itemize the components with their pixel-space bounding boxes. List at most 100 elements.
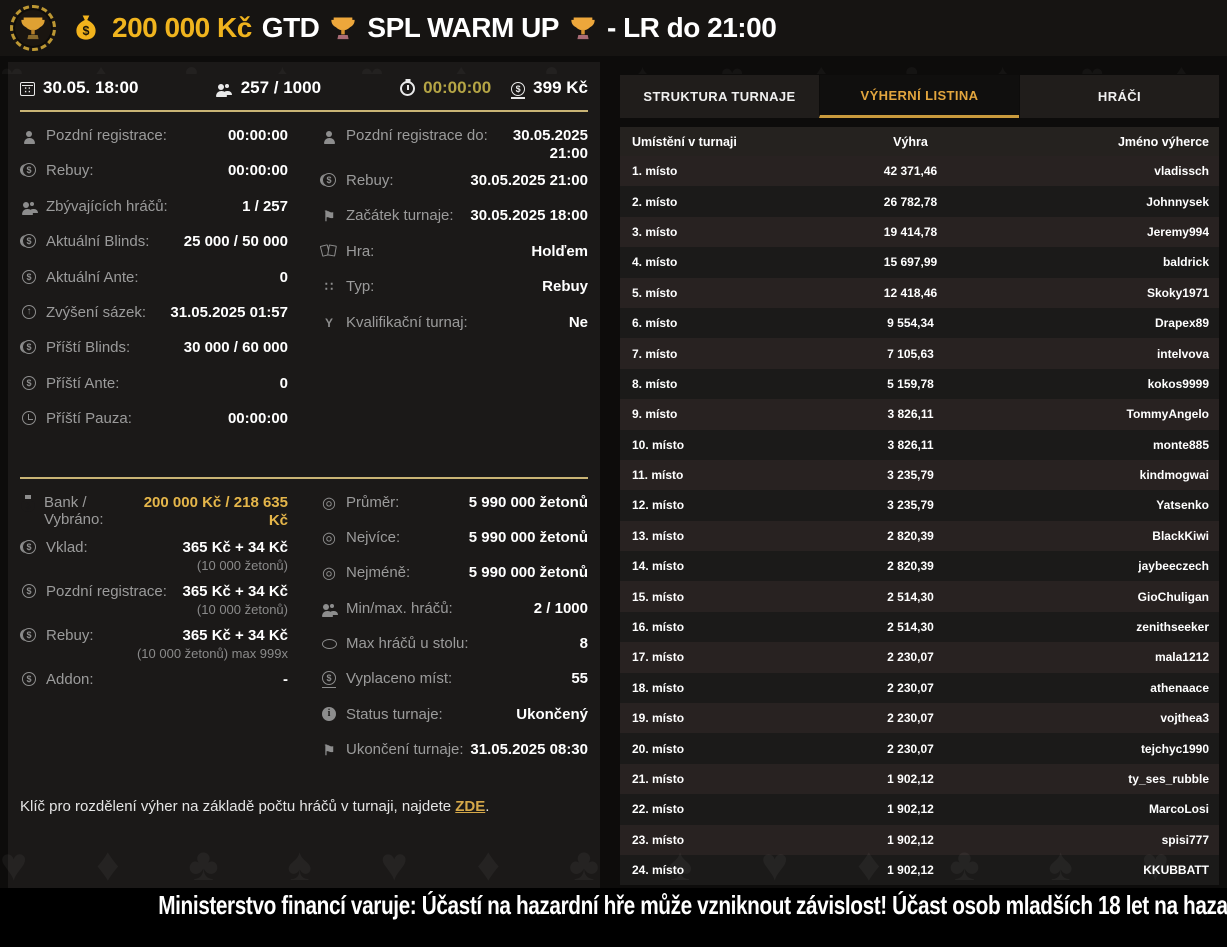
prize-cell: 3 826,11 <box>887 407 934 422</box>
tab-label: HRÁČI <box>1097 89 1142 104</box>
table-row: 8. místo 5 159,78 kokos9999 <box>620 368 1219 400</box>
table-row: 2. místo 26 782,78 Johnnysek <box>620 186 1219 217</box>
place-cell: 14. místo <box>632 559 685 574</box>
winner-name-cell: tejchyc1990 <box>1140 741 1209 756</box>
prize-cell: 3 235,79 <box>887 498 934 513</box>
info-label: Vyplaceno míst: <box>346 670 453 688</box>
place-cell: 7. místo <box>632 346 678 361</box>
note-text: Klíč pro rozdělení výher na základě počt… <box>20 797 452 815</box>
info-row: Pozdní registrace do: 30.05.2025 21:00 <box>320 118 588 163</box>
timer-value: 00:00:00 <box>423 78 492 97</box>
info-value: 30 000 / 60 000 <box>183 339 288 357</box>
info-section-1: Pozdní registrace: 00:00:00 $ Rebuy: 00:… <box>20 118 588 437</box>
info-column: ◎ Průměr: 5 990 000 žetonů ◎ Nejvíce: 5 … <box>314 485 588 768</box>
flag-icon: ⚑ <box>322 207 336 224</box>
winner-name-cell: mala1212 <box>1154 650 1209 665</box>
info-label: Vklad: <box>46 538 88 556</box>
buyin-coin-icon: $ <box>511 81 526 99</box>
table-row: 20. místo 2 230,07 tejchyc1990 <box>620 733 1219 764</box>
place-cell: 6. místo <box>632 316 678 331</box>
svg-text:$: $ <box>83 24 90 38</box>
info-value: Ukončený <box>516 705 588 723</box>
info-label: Rebuy: <box>346 172 394 189</box>
prize-cell: 2 230,07 <box>887 680 934 695</box>
table-row: 15. místo 2 514,30 GioChuligan <box>620 581 1219 612</box>
info-value: 5 990 000 žetonů <box>468 528 588 546</box>
info-label: Zvýšení sázek: <box>46 303 147 321</box>
coins-icon: $ <box>22 539 36 554</box>
winner-name-cell: zenithseeker <box>1136 620 1209 635</box>
table-header-row: Umístění v turnaji Výhra Jméno výherce <box>620 127 1219 156</box>
place-cell: 11. místo <box>632 468 684 483</box>
winner-name-cell: vojthea3 <box>1160 711 1209 726</box>
winners-list[interactable]: 1. místo 42 371,46 vladissch 2. místo 26… <box>620 156 1219 888</box>
place-cell: 23. místo <box>632 832 685 847</box>
poker-chip-logo <box>10 5 56 51</box>
place-cell: 1. místo <box>632 164 678 179</box>
winner-name-cell: ty_ses_rubble <box>1128 772 1209 786</box>
chip-icon: ◎ <box>322 529 336 547</box>
info-label: Pozdní registrace: <box>46 127 167 144</box>
qualify-icon: Y <box>324 315 333 330</box>
players-count: 257 / 1000 <box>240 78 322 97</box>
place-cell: 24. místo <box>632 863 685 878</box>
column-header-prize: Výhra <box>893 134 928 149</box>
info-row: Bank / Vybráno: 200 000 Kč / 218 635 Kč <box>20 485 288 530</box>
info-label: Příští Blinds: <box>46 339 131 357</box>
trophy-icon <box>331 17 356 40</box>
place-cell: 13. místo <box>632 528 685 543</box>
info-label: Rebuy: <box>46 162 94 180</box>
table-row: 10. místo 3 826,11 monte885 <box>620 429 1219 460</box>
column-header-place: Umístění v turnaji <box>632 134 737 149</box>
coins-icon: $ <box>22 340 36 355</box>
info-value: - <box>283 670 288 688</box>
info-label: Příští Ante: <box>46 374 120 392</box>
prize-cell: 2 820,39 <box>887 559 934 574</box>
info-row: $ Aktuální Ante: 0 <box>20 260 288 295</box>
info-label: Typ: <box>346 278 375 296</box>
table-row: 21. místo 1 902,12 ty_ses_rubble <box>620 763 1219 795</box>
tab[interactable]: HRÁČI <box>1019 75 1219 118</box>
info-value: 5 990 000 žetonů <box>468 564 588 582</box>
winner-name-cell: intelvova <box>1156 346 1209 361</box>
gambling-warning-bar: Ministerstvo financí varuje: Účastí na h… <box>0 888 1227 947</box>
zde-link[interactable]: ZDE <box>455 797 486 815</box>
tab[interactable]: VÝHERNÍ LISTINA <box>819 75 1019 118</box>
table-row: 1. místo 42 371,46 vladissch <box>620 156 1219 187</box>
info-label: Status turnaje: <box>346 705 443 723</box>
info-value: 30.05.2025 21:00 <box>470 172 588 189</box>
info-subvalue: (10 000 žetonů) max 999x <box>136 645 288 661</box>
info-subvalue: (10 000 žetonů) <box>196 601 288 617</box>
prize-cell: 1 902,12 <box>887 863 934 878</box>
place-cell: 17. místo <box>632 650 685 665</box>
winner-name-cell: athenaace <box>1150 680 1209 695</box>
table-row: 24. místo 1 902,12 KKUBBATT <box>620 854 1219 886</box>
info-row: $ Vklad: 365 Kč + 34 Kč (10 000 žetonů) <box>20 530 288 574</box>
table-row: 9. místo 3 826,11 TommyAngelo <box>620 399 1219 430</box>
info-value: 30.05.2025 18:00 <box>470 207 588 225</box>
table-row: 14. místo 2 820,39 jaybeeczech <box>620 551 1219 582</box>
prize-cell: 1 902,12 <box>887 832 934 847</box>
tab-bar: STRUKTURA TURNAJE VÝHERNÍ LISTINA HRÁČI <box>620 75 1219 118</box>
info-value: 25 000 / 50 000 <box>183 233 288 251</box>
info-value: 365 Kč + 34 Kč <box>182 626 289 644</box>
winner-name-cell: Johnnysek <box>1146 194 1209 209</box>
info-value: 8 <box>579 635 588 653</box>
place-cell: 20. místo <box>632 741 685 756</box>
place-cell: 10. místo <box>632 437 685 452</box>
table-row: 22. místo 1 902,12 MarcoLosi <box>620 794 1219 825</box>
tab[interactable]: STRUKTURA TURNAJE <box>620 75 819 118</box>
table-row: 18. místo 2 230,07 athenaace <box>620 672 1219 704</box>
place-cell: 3. místo <box>632 224 678 239</box>
table-row: 19. místo 2 230,07 vojthea3 <box>620 703 1219 734</box>
info-icon <box>322 706 336 721</box>
prize-cell: 19 414,78 <box>883 224 938 239</box>
winner-name-cell: jaybeeczech <box>1138 559 1209 574</box>
info-label: Začátek turnaje: <box>346 207 454 225</box>
info-row: Min/max. hráčů: 2 / 1000 <box>320 591 588 626</box>
coin-icon: $ <box>22 269 36 284</box>
chip-icon: ◎ <box>322 494 336 512</box>
info-row: ↑ Zvýšení sázek: 31.05.2025 01:57 <box>20 295 288 330</box>
arrow-up-icon: ↑ <box>22 304 36 319</box>
prize-pool: 200 000 Kč <box>112 12 252 43</box>
